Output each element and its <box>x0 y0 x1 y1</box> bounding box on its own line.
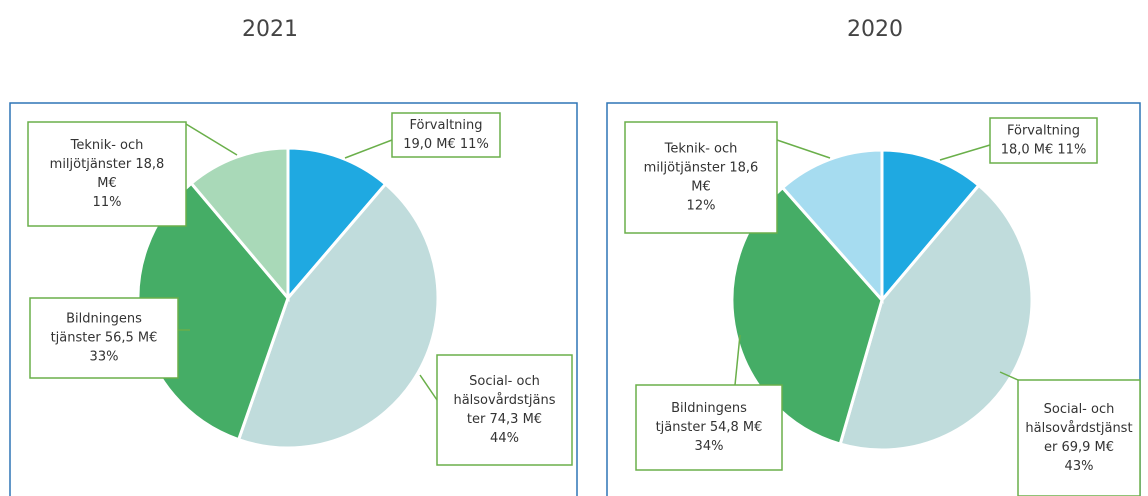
pie-slice <box>880 148 981 305</box>
data-label: 12% <box>687 199 716 214</box>
leader-line <box>734 334 741 386</box>
pie-slice <box>189 146 290 303</box>
data-label: M€ <box>691 180 711 195</box>
label-box <box>29 297 179 379</box>
data-label: Teknik- och <box>70 138 144 153</box>
label-box <box>624 121 778 234</box>
data-label: ter 74,3 M€ <box>467 412 542 427</box>
leader-line <box>776 139 831 159</box>
data-label: M€ <box>97 176 117 191</box>
data-label: 19,0 M€ 11% <box>403 137 489 152</box>
data-label: Förvaltning <box>409 118 482 133</box>
leader-line <box>999 371 1019 381</box>
label-box <box>391 112 501 158</box>
pie-slice <box>838 183 1034 452</box>
data-label: 18,0 M€ 11% <box>1001 143 1087 158</box>
data-label: Bildningens <box>66 312 142 327</box>
pie-slice <box>236 181 440 450</box>
label-box <box>27 121 187 227</box>
data-label: Bildningens <box>671 401 747 416</box>
data-label: miljötjänster 18,8 <box>50 157 165 172</box>
label-box <box>436 354 573 466</box>
pie-slice <box>286 146 388 303</box>
data-label: Förvaltning <box>1007 124 1080 139</box>
chart-title: 2020 <box>847 17 903 42</box>
leader-line <box>939 144 991 161</box>
chart-title: 2021 <box>242 17 298 42</box>
label-box <box>989 117 1098 164</box>
data-label: Social- och <box>1044 402 1115 417</box>
data-label: tjänster 54,8 M€ <box>656 420 763 435</box>
data-label: hälsovårdstjänst <box>1025 421 1132 436</box>
data-label: miljötjänster 18,6 <box>644 161 759 176</box>
data-label: 43% <box>1065 459 1094 474</box>
data-label: er 69,9 M€ <box>1044 440 1114 455</box>
data-label: 11% <box>93 195 122 210</box>
leader-line <box>185 123 238 156</box>
label-box <box>1017 379 1141 496</box>
leader-line <box>419 374 438 401</box>
label-box <box>635 384 783 471</box>
data-label: tjänster 56,5 M€ <box>51 331 158 346</box>
pie-slice <box>780 148 884 304</box>
data-label: 44% <box>490 431 519 446</box>
data-label: 34% <box>695 439 724 454</box>
data-label: Social- och <box>469 374 540 389</box>
data-label: Teknik- och <box>664 142 738 157</box>
data-label: 33% <box>90 350 119 365</box>
leader-line <box>344 139 393 159</box>
data-label: hälsovårdstjäns <box>453 393 555 408</box>
